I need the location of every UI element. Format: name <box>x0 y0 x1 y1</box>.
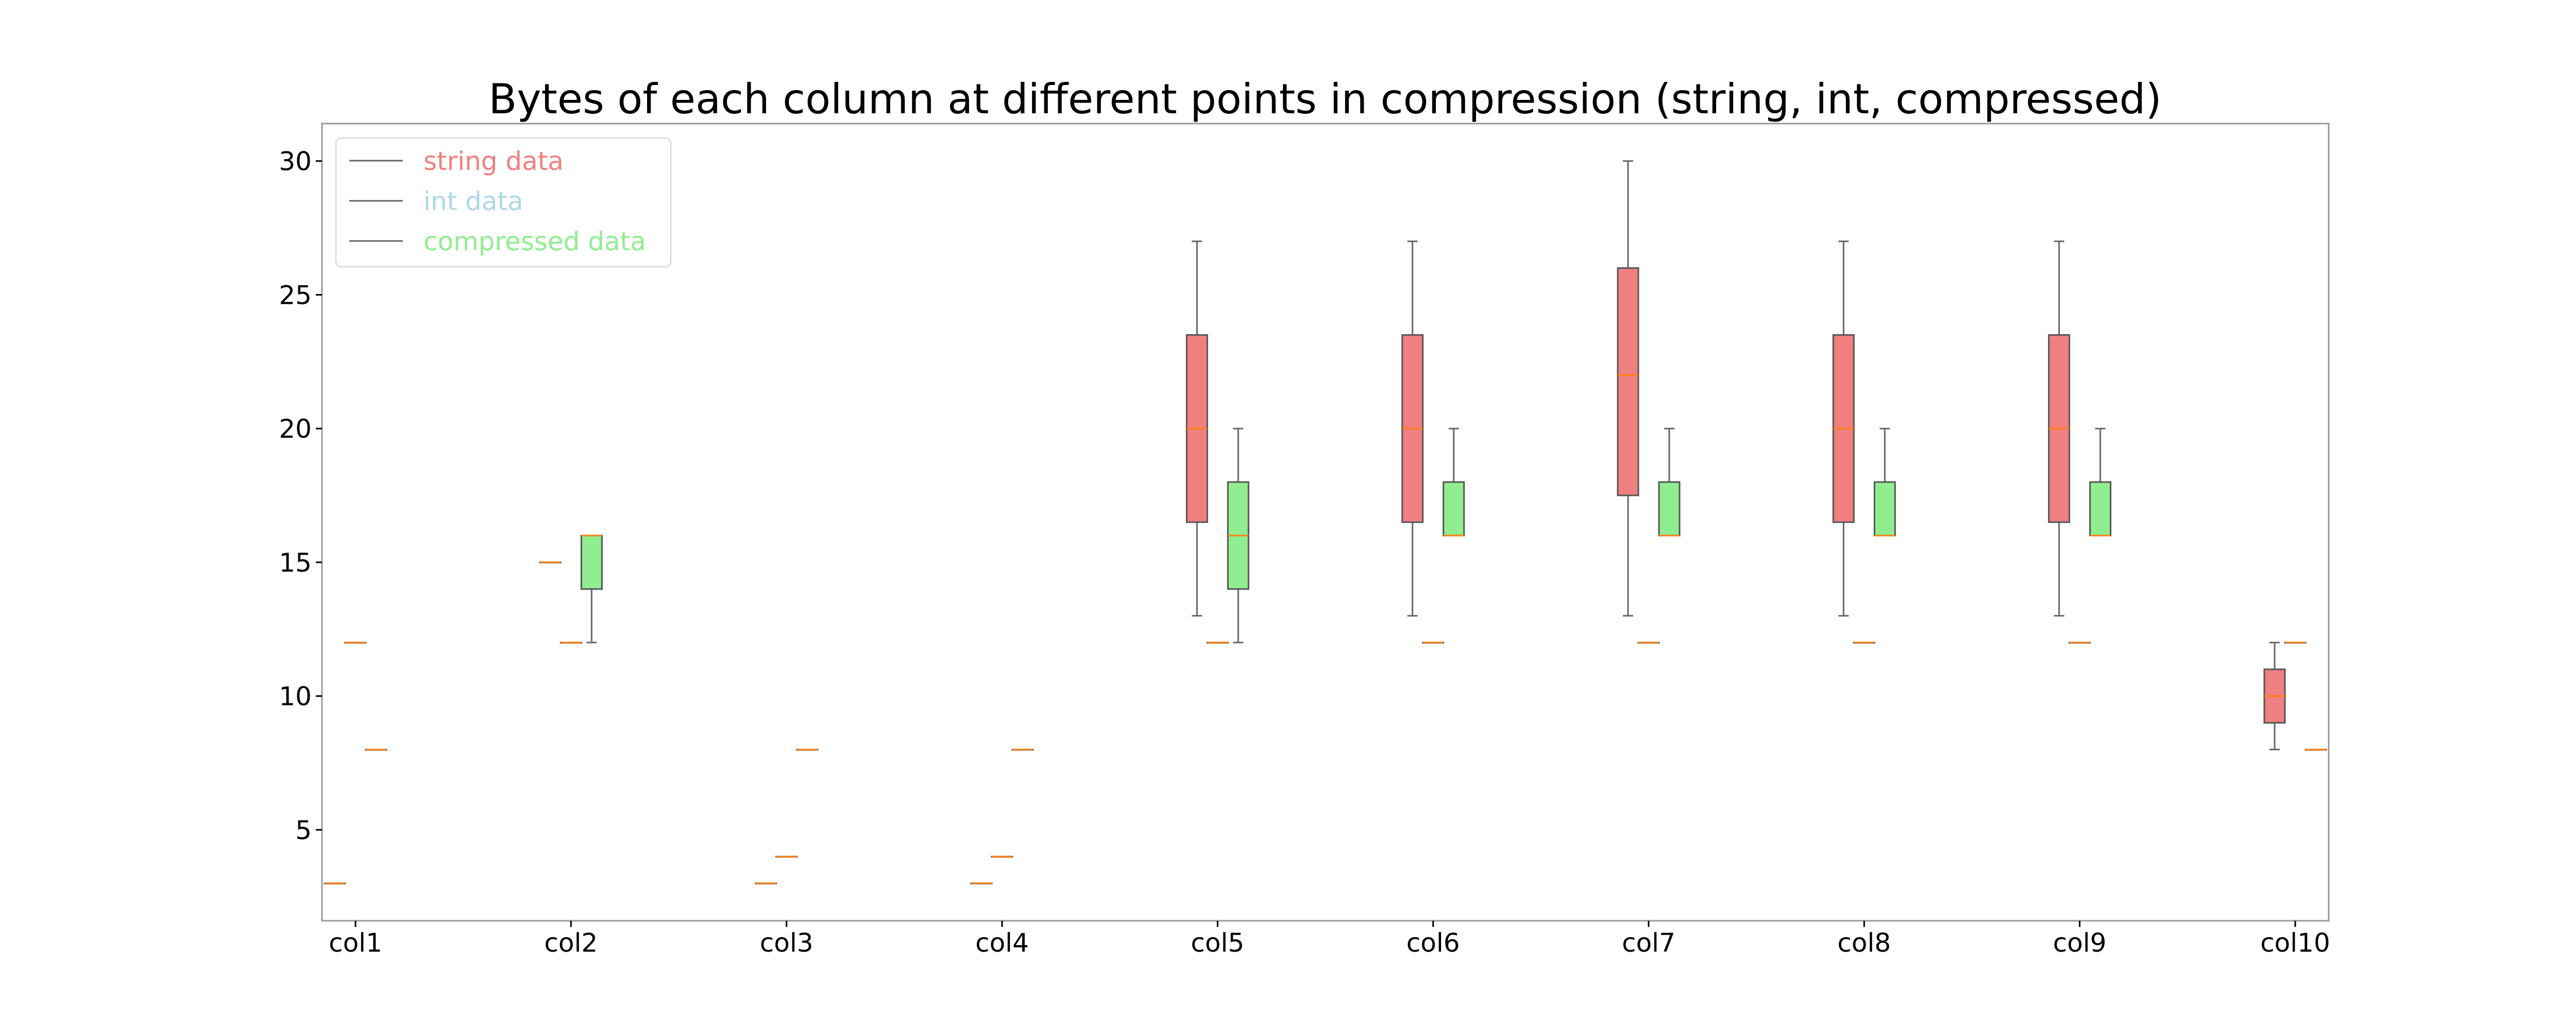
x-tick-label: col2 <box>544 928 598 958</box>
y-tick-label: 10 <box>279 682 312 712</box>
box-string-data-col6 <box>1401 240 1424 617</box>
box-string-data-col5 <box>1185 240 1208 617</box>
box-compressed-data-col2 <box>580 535 603 644</box>
iqr-box <box>1617 267 1639 496</box>
plot-frame <box>321 123 2330 922</box>
x-tick-label: col9 <box>2053 928 2107 958</box>
x-tick-label: col5 <box>1191 928 1244 958</box>
x-tick-label: col8 <box>1837 928 1891 958</box>
x-tick-label: col10 <box>2260 928 2330 958</box>
x-tick-label: col4 <box>975 928 1029 958</box>
x-tick-label: col1 <box>329 928 382 958</box>
box-string-data-col8 <box>1832 240 1855 617</box>
box-string-data-col4 <box>970 882 993 885</box>
box-int-data-col3 <box>775 855 798 858</box>
box-int-data-col4 <box>991 855 1013 858</box>
iqr-box <box>1873 481 1896 537</box>
box-string-data-col3 <box>755 882 777 885</box>
x-tick-label: col7 <box>1622 928 1675 958</box>
iqr-box <box>2089 481 2112 537</box>
box-compressed-data-col6 <box>1443 427 1465 537</box>
y-tick-label: 5 <box>295 815 312 845</box>
box-compressed-data-col9 <box>2089 427 2112 537</box>
legend-label: int data <box>423 186 523 216</box>
box-compressed-data-col8 <box>1873 427 1896 537</box>
legend-label: compressed data <box>423 227 646 256</box>
box-compressed-data-col7 <box>1658 427 1681 537</box>
y-tick-label: 20 <box>279 414 312 444</box>
box-string-data-col2 <box>539 561 562 563</box>
box-string-data-col1 <box>324 882 346 885</box>
legend-label: string data <box>423 146 564 176</box>
x-tick-label: col3 <box>760 928 814 958</box>
y-tick-label: 30 <box>279 147 312 177</box>
legend-box <box>335 137 672 268</box>
y-tick-label: 25 <box>279 280 312 310</box>
iqr-box <box>1658 481 1681 537</box>
box-string-data-col9 <box>2048 240 2071 617</box>
iqr-box <box>580 535 603 590</box>
iqr-box <box>1443 481 1465 537</box>
box-string-data-col10 <box>2263 642 2286 751</box>
y-tick-label: 15 <box>279 548 312 578</box>
x-tick-label: col6 <box>1406 928 1460 958</box>
chart-title: Bytes of each column at different points… <box>488 75 2161 123</box>
box-string-data-col7 <box>1617 160 1639 617</box>
box-compressed-data-col5 <box>1227 427 1249 644</box>
